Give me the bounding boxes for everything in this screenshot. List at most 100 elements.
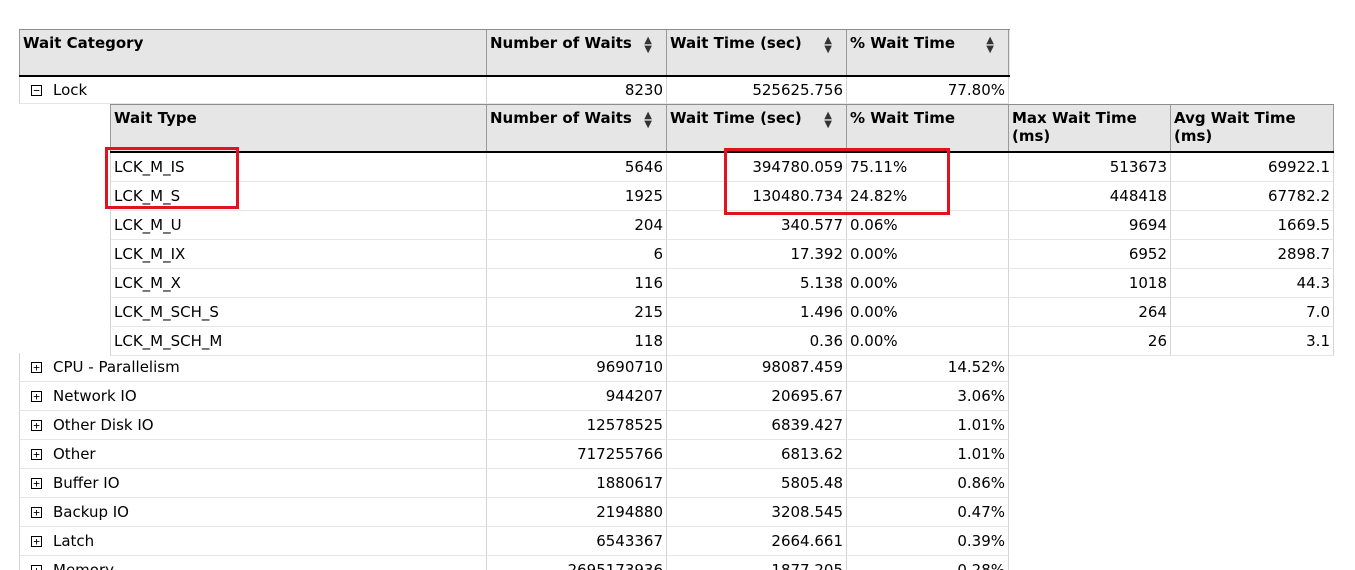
group-row[interactable]: + Other 717255766 6813.62 1.01%: [19, 440, 1010, 469]
col-header-wait-type[interactable]: Wait Type: [110, 105, 487, 151]
max-wait-cell: 264: [1009, 298, 1171, 327]
pct-wait-cell: 0.00%: [847, 240, 1009, 269]
plus-box-icon[interactable]: +: [31, 536, 42, 547]
sort-arrows-icon[interactable]: ▲ ▼: [644, 35, 652, 55]
group-num-waits: 944207: [487, 382, 667, 411]
group-row[interactable]: + Other Disk IO 12578525 6839.427 1.01%: [19, 411, 1010, 440]
num-waits-cell: 204: [487, 211, 667, 240]
group-pct-wait: 3.06%: [847, 382, 1009, 411]
group-row[interactable]: + Buffer IO 1880617 5805.48 0.86%: [19, 469, 1010, 498]
group-wait-time: 6813.62: [667, 440, 847, 469]
pct-wait-cell: 0.06%: [847, 211, 1009, 240]
num-waits-cell: 116: [487, 269, 667, 298]
table-row[interactable]: LCK_M_X 116 5.138 0.00% 1018 44.3: [110, 269, 1334, 298]
group-row[interactable]: + Latch 6543367 2664.661 0.39%: [19, 527, 1010, 556]
group-name: Network IO: [53, 387, 137, 405]
group-wait-time: 3208.545: [667, 498, 847, 527]
minus-box-icon[interactable]: −: [31, 85, 42, 96]
group-wait-time: 98087.459: [667, 353, 847, 382]
group-name-cell: + Other Disk IO: [19, 411, 487, 440]
group-name-cell: − Lock: [19, 77, 487, 104]
group-row[interactable]: + Backup IO 2194880 3208.545 0.47%: [19, 498, 1010, 527]
group-pct-wait: 14.52%: [847, 353, 1009, 382]
avg-wait-cell: 69922.1: [1171, 153, 1334, 182]
group-name-cell: + CPU - Parallelism: [19, 353, 487, 382]
sort-arrows-icon[interactable]: ▲ ▼: [824, 110, 832, 130]
group-name-cell: + Network IO: [19, 382, 487, 411]
table-row[interactable]: LCK_M_S 1925 130480.734 24.82% 448418 67…: [110, 182, 1334, 211]
group-name-cell: + Latch: [19, 527, 487, 556]
group-pct-wait: 1.01%: [847, 440, 1009, 469]
group-num-waits: 1880617: [487, 469, 667, 498]
plus-box-icon[interactable]: +: [31, 449, 42, 460]
group-name-cell: + Buffer IO: [19, 469, 487, 498]
avg-wait-cell: 67782.2: [1171, 182, 1334, 211]
group-row[interactable]: + CPU - Parallelism 9690710 98087.459 14.…: [19, 353, 1010, 382]
group-name: Backup IO: [53, 503, 129, 521]
wait-time-cell: 17.392: [667, 240, 847, 269]
col-header-wait-time[interactable]: Wait Time (sec) ▲ ▼: [667, 30, 847, 75]
avg-wait-cell: 44.3: [1171, 269, 1334, 298]
num-waits-cell: 215: [487, 298, 667, 327]
group-num-waits: 12578525: [487, 411, 667, 440]
max-wait-cell: 6952: [1009, 240, 1171, 269]
col-header-max-wait-time[interactable]: Max Wait Time (ms): [1009, 105, 1171, 151]
plus-box-icon[interactable]: +: [31, 565, 42, 570]
pct-wait-cell: 0.00%: [847, 269, 1009, 298]
num-waits-cell: 1925: [487, 182, 667, 211]
plus-box-icon[interactable]: +: [31, 391, 42, 402]
group-name: Memory: [53, 561, 115, 570]
group-wait-time: 6839.427: [667, 411, 847, 440]
group-pct-wait: 0.47%: [847, 498, 1009, 527]
table-row[interactable]: LCK_M_IS 5646 394780.059 75.11% 513673 6…: [110, 153, 1334, 182]
group-name: Buffer IO: [53, 474, 120, 492]
max-wait-cell: 1018: [1009, 269, 1171, 298]
max-wait-cell: 9694: [1009, 211, 1171, 240]
plus-box-icon[interactable]: +: [31, 420, 42, 431]
highlight-box-wait-types: [105, 147, 239, 209]
col-header-number-of-waits[interactable]: Number of Waits ▲ ▼: [487, 30, 667, 75]
wait-type-cell: LCK_M_IS: [110, 153, 487, 182]
col-header-pct-wait-time[interactable]: % Wait Time ▲ ▼: [847, 30, 1009, 75]
group-wait-time: 20695.67: [667, 382, 847, 411]
group-row[interactable]: + Memory 2695173936 1877.205 0.28%: [19, 556, 1010, 570]
table-row[interactable]: LCK_M_SCH_M 118 0.36 0.00% 26 3.1: [110, 327, 1334, 356]
table-row[interactable]: LCK_M_U 204 340.577 0.06% 9694 1669.5: [110, 211, 1334, 240]
group-name-cell: + Other: [19, 440, 487, 469]
num-waits-cell: 5646: [487, 153, 667, 182]
wait-time-cell: 0.36: [667, 327, 847, 356]
plus-box-icon[interactable]: +: [31, 478, 42, 489]
col-header-sub-wait-time[interactable]: Wait Time (sec) ▲ ▼: [667, 105, 847, 151]
group-num-waits: 2194880: [487, 498, 667, 527]
pct-wait-cell: 0.00%: [847, 298, 1009, 327]
group-row-lock[interactable]: − Lock 8230 525625.756 77.80%: [19, 77, 1010, 104]
pct-wait-cell: 75.11%: [847, 153, 1009, 182]
wait-time-cell: 130480.734: [667, 182, 847, 211]
pct-wait-cell: 0.00%: [847, 327, 1009, 356]
avg-wait-cell: 7.0: [1171, 298, 1334, 327]
wait-type-cell: LCK_M_X: [110, 269, 487, 298]
wait-type-cell: LCK_M_SCH_M: [110, 327, 487, 356]
top-header-row: Wait Category Number of Waits ▲ ▼ Wait Tim…: [19, 29, 1010, 77]
sort-arrows-icon[interactable]: ▲ ▼: [824, 35, 832, 55]
table-row[interactable]: LCK_M_SCH_S 215 1.496 0.00% 264 7.0: [110, 298, 1334, 327]
group-name: Latch: [53, 532, 95, 550]
sort-arrows-icon[interactable]: ▲ ▼: [986, 35, 994, 55]
wait-type-cell: LCK_M_IX: [110, 240, 487, 269]
plus-box-icon[interactable]: +: [31, 507, 42, 518]
plus-box-icon[interactable]: +: [31, 362, 42, 373]
group-pct-wait: 1.01%: [847, 411, 1009, 440]
group-wait-time: 525625.756: [667, 77, 847, 104]
group-name-cell: + Memory: [19, 556, 487, 570]
col-header-sub-pct-wait-time[interactable]: % Wait Time: [847, 105, 1009, 151]
table-row[interactable]: LCK_M_IX 6 17.392 0.00% 6952 2898.7: [110, 240, 1334, 269]
avg-wait-cell: 3.1: [1171, 327, 1334, 356]
sort-arrows-icon[interactable]: ▲ ▼: [644, 110, 652, 130]
group-num-waits: 8230: [487, 77, 667, 104]
col-header-avg-wait-time[interactable]: Avg Wait Time (ms): [1171, 105, 1334, 151]
group-pct-wait: 77.80%: [847, 77, 1009, 104]
group-row[interactable]: + Network IO 944207 20695.67 3.06%: [19, 382, 1010, 411]
col-header-sub-number-of-waits[interactable]: Number of Waits ▲ ▼: [487, 105, 667, 151]
group-num-waits: 2695173936: [487, 556, 667, 570]
col-header-wait-category[interactable]: Wait Category: [19, 30, 487, 75]
